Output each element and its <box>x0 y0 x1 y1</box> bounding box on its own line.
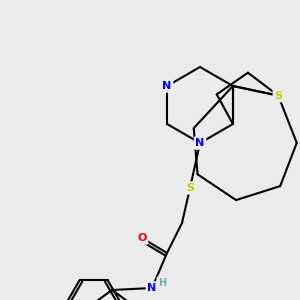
Text: N: N <box>147 283 157 293</box>
Text: O: O <box>137 233 147 243</box>
Text: S: S <box>274 91 282 100</box>
Text: N: N <box>195 138 205 148</box>
Text: H: H <box>158 278 166 288</box>
Text: S: S <box>186 183 194 193</box>
Text: N: N <box>163 81 172 91</box>
